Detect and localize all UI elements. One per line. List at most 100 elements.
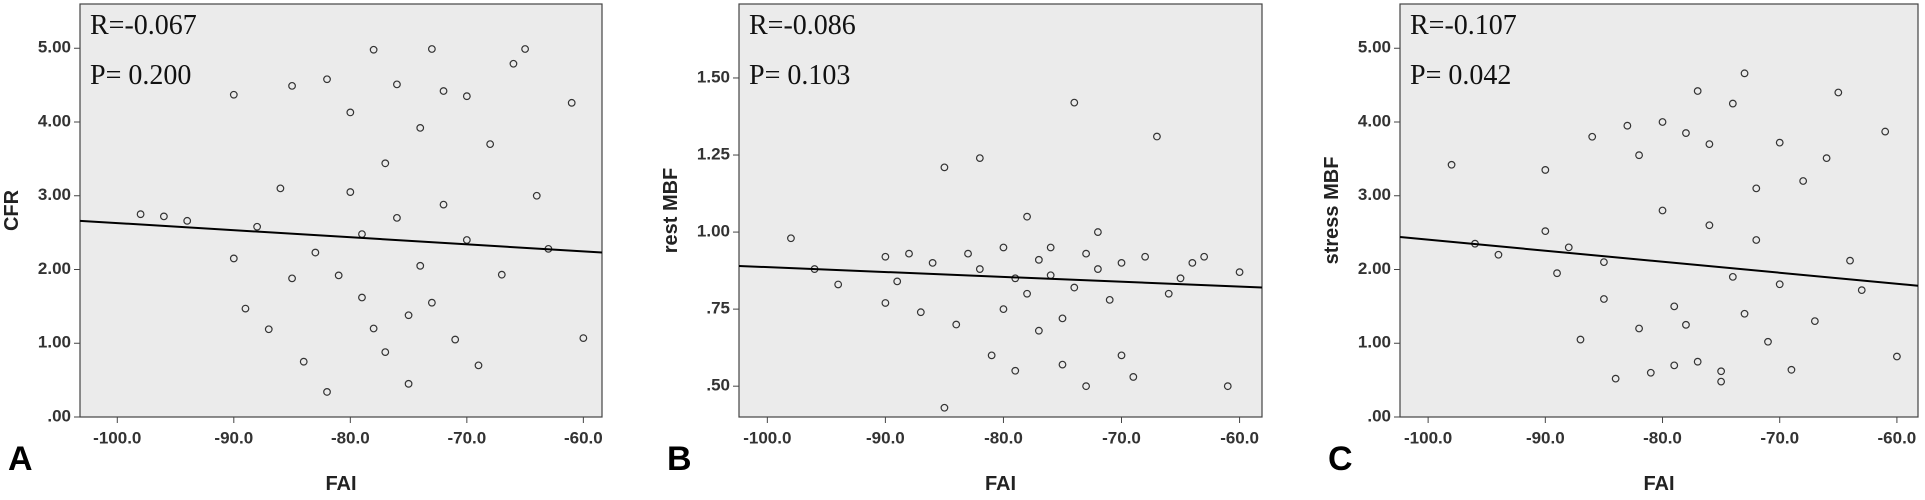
data-point bbox=[1541, 227, 1550, 236]
data-point bbox=[1105, 295, 1114, 304]
fit-line bbox=[738, 264, 1263, 289]
data-point bbox=[905, 249, 913, 258]
data-point bbox=[1176, 274, 1185, 283]
data-point bbox=[1200, 252, 1209, 261]
data-point bbox=[299, 357, 308, 366]
data-point bbox=[1705, 221, 1714, 230]
data-point bbox=[1822, 154, 1831, 163]
data-point bbox=[1752, 184, 1761, 193]
y-tick-label: 4.00 bbox=[1358, 111, 1391, 130]
data-point bbox=[1070, 283, 1079, 292]
data-point bbox=[1693, 87, 1702, 95]
data-point bbox=[975, 265, 984, 273]
data-point bbox=[940, 403, 949, 412]
data-point bbox=[1082, 249, 1090, 258]
data-point bbox=[881, 299, 890, 307]
data-point bbox=[264, 325, 273, 334]
data-point bbox=[509, 59, 518, 68]
panel-label: C bbox=[1328, 440, 1353, 478]
data-point bbox=[999, 243, 1008, 252]
data-point bbox=[393, 213, 401, 222]
data-point bbox=[1775, 138, 1784, 147]
data-point bbox=[1188, 258, 1197, 267]
data-point bbox=[497, 270, 506, 279]
x-tick-label: -60.0 bbox=[1220, 428, 1259, 447]
y-tick-label: .75 bbox=[706, 299, 730, 318]
x-tick-label: -90.0 bbox=[1526, 428, 1565, 447]
data-point bbox=[1129, 373, 1138, 381]
data-point bbox=[427, 45, 436, 53]
data-point bbox=[1810, 317, 1819, 326]
plot-area bbox=[79, 3, 603, 418]
x-tick-label: -80.0 bbox=[1643, 428, 1682, 447]
data-point bbox=[1846, 256, 1854, 265]
data-point bbox=[439, 200, 448, 209]
y-tick-label: 3.00 bbox=[1358, 185, 1391, 204]
data-point bbox=[136, 210, 145, 219]
data-point bbox=[1728, 272, 1737, 281]
y-tick-label: .00 bbox=[47, 406, 71, 425]
y-tick-label: .00 bbox=[1367, 406, 1391, 425]
data-point bbox=[1082, 382, 1090, 391]
data-point bbox=[834, 280, 843, 289]
data-point bbox=[1023, 289, 1031, 298]
x-tick-label: -80.0 bbox=[984, 428, 1023, 447]
data-point bbox=[1752, 236, 1761, 244]
data-point bbox=[1011, 366, 1020, 375]
y-tick-label: 1.00 bbox=[697, 222, 730, 241]
fit-line bbox=[1399, 236, 1919, 287]
data-point bbox=[1164, 289, 1173, 298]
data-point bbox=[1235, 268, 1244, 277]
data-point bbox=[1223, 382, 1232, 391]
panel: .00 1.00 2.00 3.00 4.00 5.00 -100.0 -90.0 -80.0 -… bbox=[1, 3, 603, 495]
data-point bbox=[1034, 255, 1043, 264]
data-point bbox=[1611, 374, 1620, 383]
data-point bbox=[1893, 352, 1901, 361]
x-tick-label: -100.0 bbox=[743, 428, 791, 447]
y-tick-label: 5.00 bbox=[38, 38, 71, 57]
annotation: P= 0.042 bbox=[1410, 60, 1511, 91]
data-point bbox=[1728, 99, 1737, 108]
data-point bbox=[1117, 258, 1126, 267]
panel: .00 1.00 2.00 3.00 4.00 5.00 -100.0 -90.0 -80.0 -… bbox=[1321, 3, 1919, 495]
data-point bbox=[381, 348, 390, 357]
data-point bbox=[940, 163, 949, 172]
data-point bbox=[532, 191, 541, 200]
x-tick-label: -90.0 bbox=[214, 428, 253, 447]
x-tick-label: -70.0 bbox=[1102, 428, 1141, 447]
data-point bbox=[916, 308, 925, 317]
x-tick-label: -70.0 bbox=[1760, 428, 1799, 447]
data-point bbox=[1093, 228, 1102, 236]
y-axis-title: CFR bbox=[1, 189, 23, 231]
data-point bbox=[1787, 365, 1796, 374]
data-point bbox=[1058, 314, 1067, 323]
data-point bbox=[1881, 127, 1890, 136]
data-point bbox=[381, 159, 390, 168]
data-point bbox=[1023, 212, 1031, 221]
data-point bbox=[451, 335, 460, 344]
data-point bbox=[1717, 367, 1726, 376]
data-point bbox=[404, 379, 413, 388]
data-point bbox=[579, 334, 588, 342]
data-point bbox=[1117, 351, 1126, 360]
data-point bbox=[952, 320, 961, 329]
data-point bbox=[987, 351, 996, 360]
y-tick-label: 5.00 bbox=[1358, 38, 1391, 57]
x-tick-label: -70.0 bbox=[447, 428, 486, 447]
data-point bbox=[358, 293, 366, 302]
data-point bbox=[964, 249, 972, 258]
data-point bbox=[346, 188, 355, 196]
data-point bbox=[1646, 368, 1655, 377]
y-axis-title: rest MBF bbox=[660, 168, 682, 254]
data-point bbox=[1447, 160, 1456, 169]
y-tick-label: 2.00 bbox=[1358, 259, 1391, 278]
data-point bbox=[881, 252, 890, 261]
data-point bbox=[486, 140, 495, 149]
data-point bbox=[521, 45, 529, 53]
data-point bbox=[1058, 360, 1067, 369]
data-point bbox=[1775, 280, 1784, 289]
data-point bbox=[1658, 206, 1667, 215]
data-point bbox=[975, 154, 984, 163]
data-point bbox=[1553, 269, 1561, 278]
